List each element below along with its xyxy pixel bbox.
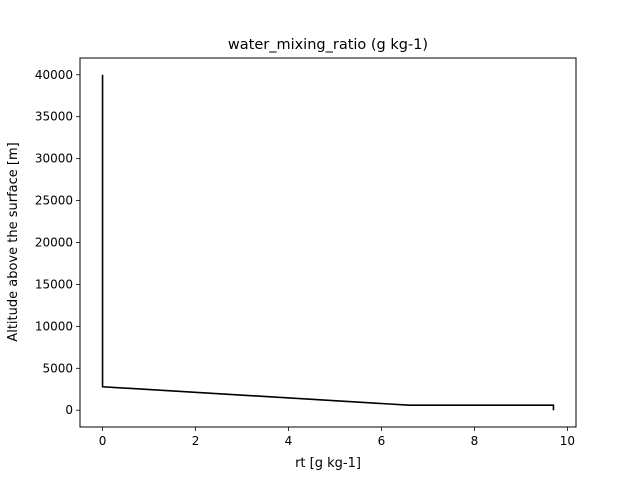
- y-ticks: 0 5000 10000 15000 20000 25000 30000 35000 40000: [35, 68, 80, 417]
- x-tick-label: 10: [560, 434, 575, 448]
- y-tick-label: 25000: [35, 194, 73, 208]
- y-tick-label: 30000: [35, 152, 73, 166]
- y-tick-label: 15000: [35, 277, 73, 291]
- x-tick-label: 4: [285, 434, 293, 448]
- series-line-0: [101, 74, 555, 411]
- x-tick-label: 8: [471, 434, 479, 448]
- plot-frame: [79, 57, 577, 428]
- y-tick-label: 0: [65, 403, 73, 417]
- y-tick-label: 35000: [35, 110, 73, 124]
- x-axis-label: rt [g kg-1]: [295, 456, 361, 471]
- series-layer: [101, 74, 555, 411]
- y-tick-label: 5000: [42, 361, 73, 375]
- x-tick-label: 6: [378, 434, 386, 448]
- y-tick-label: 10000: [35, 319, 73, 333]
- y-tick-label: 20000: [35, 236, 73, 250]
- x-tick-label: 0: [99, 434, 107, 448]
- x-ticks: 0 2 4 6 8 10: [99, 427, 575, 448]
- x-tick-label: 2: [192, 434, 200, 448]
- y-axis-label: Altitude above the surface [m]: [6, 142, 21, 341]
- chart-title: water_mixing_ratio (g kg-1): [228, 37, 428, 53]
- y-tick-label: 40000: [35, 68, 73, 82]
